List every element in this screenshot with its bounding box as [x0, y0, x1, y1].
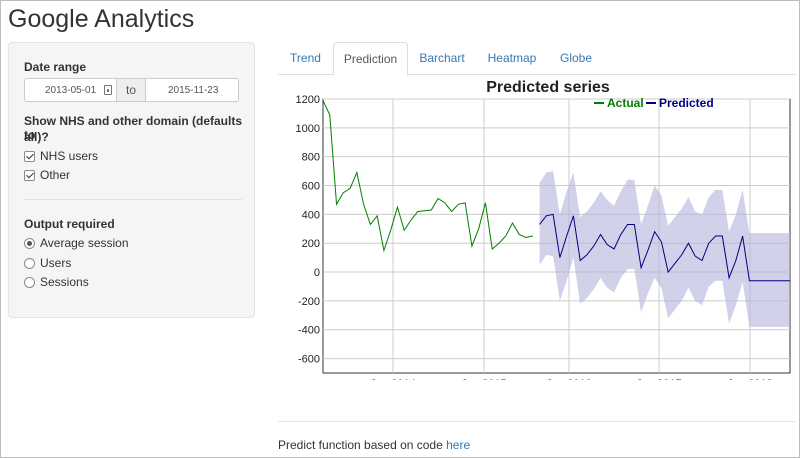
output-required-label: Output required	[24, 217, 115, 231]
y-tick-label: 1200	[296, 94, 320, 106]
tab-heatmap[interactable]: Heatmap	[487, 51, 537, 65]
tab-globe[interactable]: Globe	[559, 51, 593, 65]
radio-label: Average session	[40, 236, 129, 250]
y-tick-label: 800	[302, 152, 320, 164]
x-tick-label: Jan 2016	[546, 378, 591, 380]
sidebar-divider	[24, 199, 242, 200]
series-line-actual	[322, 100, 533, 253]
footnote: Predict function based on code here	[278, 438, 470, 452]
footnote-text: Predict function based on code	[278, 438, 447, 452]
prediction-chart: Predicted series 1200 1000 800 600 400 200 0 -20…	[278, 75, 796, 390]
y-tick-label: 0	[314, 267, 320, 279]
y-tick-label: -200	[298, 296, 320, 308]
y-tick-label: -400	[298, 325, 320, 337]
domain-filter-label-cont: all)?	[24, 130, 49, 144]
start-date-value: 2013-05-01	[45, 85, 97, 96]
tab-barchart[interactable]: Barchart	[419, 51, 465, 65]
checkbox-checked-icon[interactable]	[24, 170, 35, 181]
checkbox-checked-icon[interactable]	[24, 151, 35, 162]
start-date-input[interactable]: 2013-05-01	[24, 78, 117, 102]
y-tick-label: -600	[298, 354, 320, 366]
chart-title: Predicted series	[486, 79, 610, 96]
radio-selected-icon[interactable]	[24, 238, 35, 249]
tab-prediction[interactable]: Prediction	[333, 42, 408, 76]
checkbox-label: NHS users	[40, 149, 99, 163]
sidebar-panel: Date range 2013-05-01 to 2015-11-23 Show…	[8, 42, 255, 318]
x-tick-label: Jan 2014	[370, 378, 415, 380]
checkbox-label: Other	[40, 168, 71, 182]
footnote-link[interactable]: here	[446, 438, 471, 452]
prediction-interval-band	[539, 171, 790, 327]
app-title: Google Analytics	[8, 5, 195, 33]
tab-bar: Trend Prediction Barchart Heatmap Globe	[278, 42, 796, 76]
domain-filter-label: Show NHS and other domain (defaults to	[24, 114, 243, 142]
series-line-predicted	[539, 213, 790, 282]
x-tick-label: Jan 2017	[636, 378, 681, 380]
legend-label: Predicted	[659, 96, 714, 110]
tab-trend[interactable]: Trend	[290, 51, 321, 65]
date-range-label: Date range	[24, 60, 87, 74]
content-divider	[278, 421, 796, 422]
calendar-icon[interactable]	[104, 85, 112, 95]
radio-label: Users	[40, 256, 72, 270]
date-range-to-label: to	[116, 78, 146, 102]
y-tick-label: 200	[302, 238, 320, 250]
y-tick-label: 400	[302, 209, 320, 221]
end-date-value: 2015-11-23	[168, 85, 219, 96]
radio-unselected-icon[interactable]	[24, 277, 35, 288]
radio-label: Sessions	[40, 275, 89, 289]
y-tick-label: 1000	[296, 123, 320, 135]
end-date-input[interactable]: 2015-11-23	[145, 78, 239, 102]
legend-label: Actual	[607, 96, 644, 110]
x-tick-label: Jan 2018	[727, 378, 772, 380]
radio-unselected-icon[interactable]	[24, 258, 35, 269]
prediction-chart-svg: Predicted series 1200 1000 800 600 400 200 0 -20…	[296, 79, 791, 390]
x-tick-label: Jan 2015	[461, 378, 506, 380]
y-tick-label: 600	[302, 181, 320, 193]
